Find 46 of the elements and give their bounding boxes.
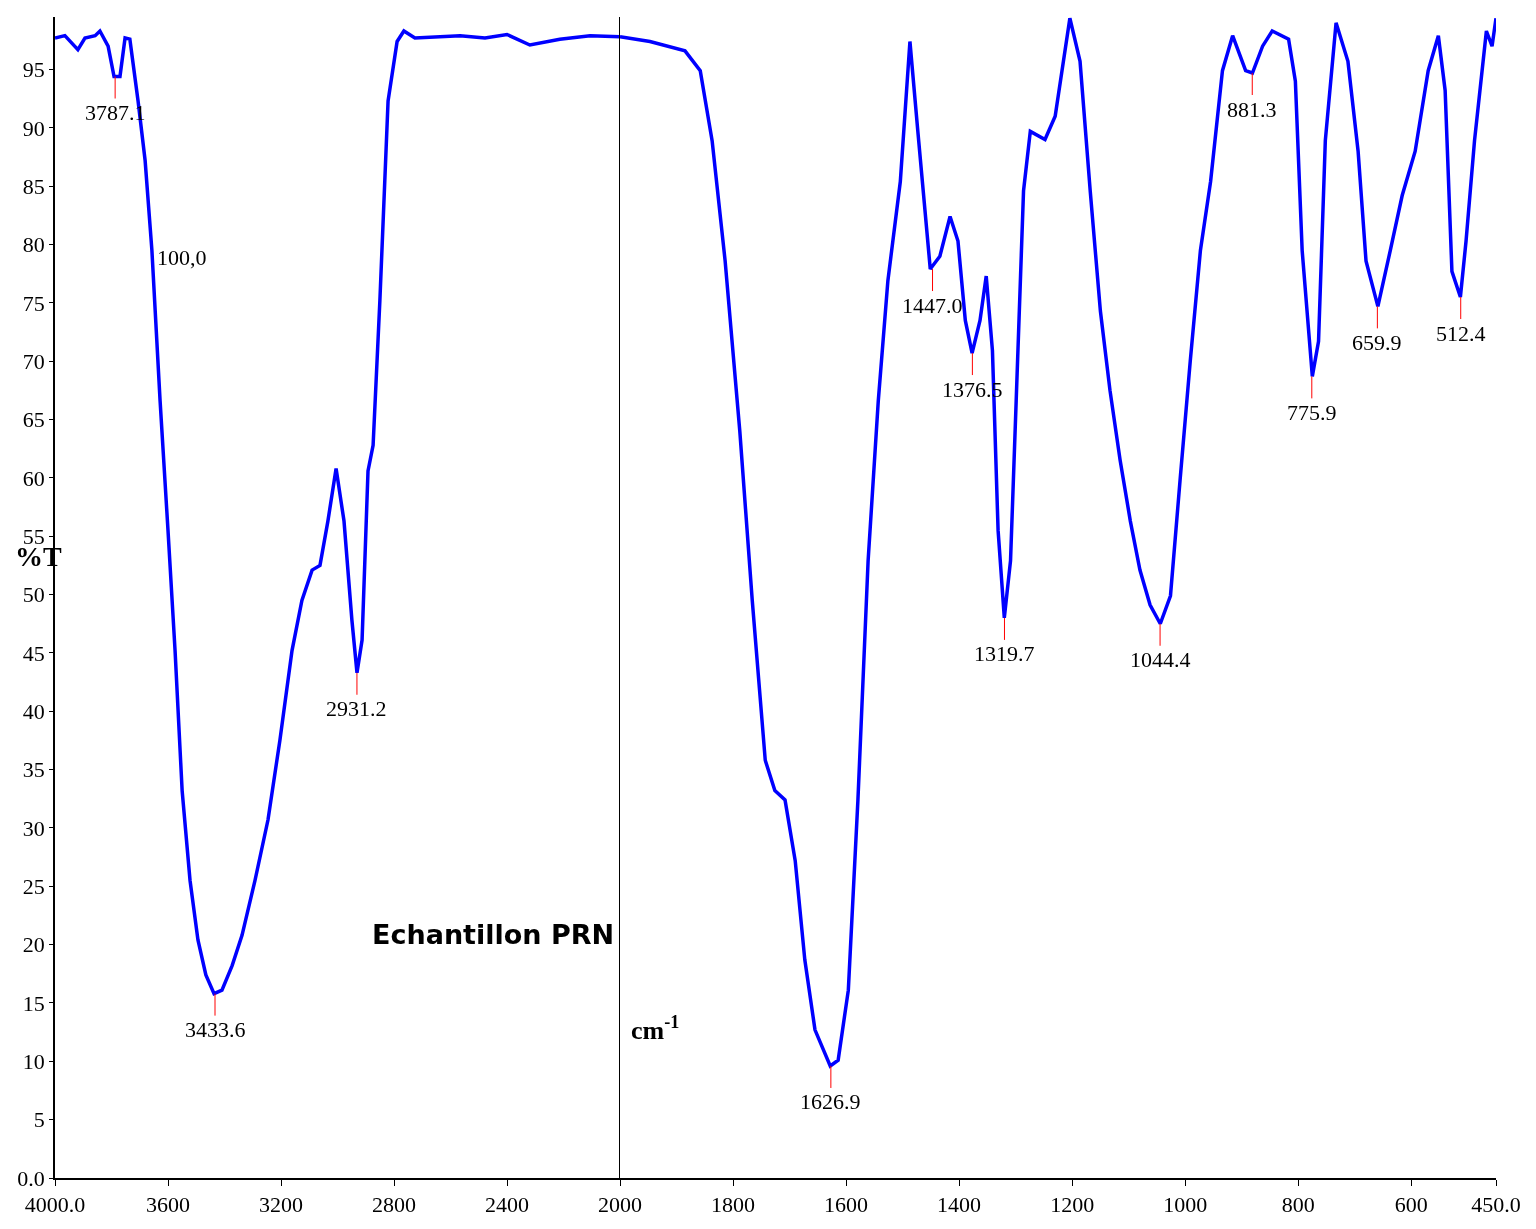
y-tick-label: 20: [22, 932, 45, 958]
annotation: 3433.6: [185, 1017, 246, 1042]
y-tick-label: 25: [22, 873, 45, 899]
y-tick-label: 60: [22, 465, 45, 491]
y-tick-label: 15: [22, 990, 45, 1016]
y-tick-label: 0.0: [17, 1165, 45, 1191]
y-tick-label: 75: [22, 290, 45, 316]
annotation: 2931.2: [326, 696, 387, 721]
x-tick-label: 800: [1281, 1192, 1315, 1218]
y-tick-label: 95: [22, 57, 45, 83]
y-tick-label: 90: [22, 115, 45, 141]
annotation: 512.4: [1436, 321, 1486, 346]
x-axis-title: cm$^{-1}$: [631, 1012, 680, 1045]
y-tick-label: 80: [22, 232, 45, 258]
y-tick-label: 70: [22, 348, 45, 374]
y-tick-label: 10: [22, 1049, 45, 1075]
annotation: 100,0: [157, 245, 207, 270]
x-tick-label: 1600: [824, 1192, 869, 1218]
x-tick-label: 2400: [485, 1192, 529, 1218]
x-tick-label: 1400: [937, 1192, 982, 1218]
x-tick-label: 2800: [372, 1192, 416, 1218]
y-tick-label: 35: [22, 757, 45, 783]
x-tick-label: 1800: [711, 1192, 756, 1218]
y-tick-label: 85: [22, 173, 45, 199]
x-tick-label: 3600: [146, 1192, 190, 1218]
annotation: 775.9: [1287, 400, 1337, 425]
text: Echantillon PRN: [372, 919, 615, 950]
x-tick-label: 1000: [1163, 1192, 1208, 1218]
y-tick-label: 5: [33, 1107, 45, 1133]
annotation: 659.9: [1352, 330, 1402, 355]
annotation: 1447.0: [902, 293, 963, 318]
x-tick-label: 600: [1394, 1192, 1428, 1218]
x-tick-label: 1200: [1050, 1192, 1095, 1218]
x-tick-label: 4000.0: [24, 1192, 86, 1218]
y-tick-label: 30: [22, 815, 45, 841]
annotation: 1626.9: [800, 1089, 861, 1114]
y-tick-label: 50: [22, 582, 45, 608]
annotation: 1044.4: [1130, 647, 1191, 672]
y-tick-label: 40: [22, 698, 45, 724]
y-tick-label: 45: [22, 640, 45, 666]
annotation: 881.3: [1227, 97, 1277, 122]
y-tick-label: 65: [22, 407, 45, 433]
annotation: 1319.7: [974, 641, 1035, 666]
x-tick-label: 450.0: [1471, 1192, 1521, 1218]
x-tick-label: 2000: [598, 1192, 642, 1218]
x-tick-label: 3200: [259, 1192, 303, 1218]
